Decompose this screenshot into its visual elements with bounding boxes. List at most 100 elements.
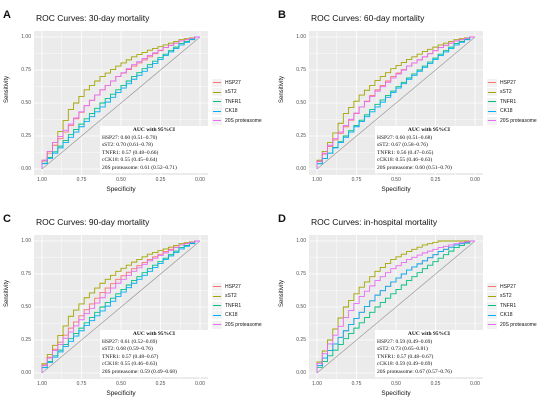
legend-item: 20S proteasome	[212, 320, 262, 330]
legend-label: CK18	[225, 312, 238, 319]
legend-label: HSP27	[225, 283, 241, 290]
legend-label: 20S proteasome	[225, 321, 262, 328]
legend-label: HSP27	[500, 283, 516, 290]
y-tick-label: 0.25	[21, 133, 31, 139]
legend-label: sST2	[225, 293, 237, 300]
legend-item: sST2	[487, 88, 537, 98]
roc-curve-20s-proteasome	[316, 240, 475, 373]
panel-letter: C	[3, 213, 11, 225]
auc-line: cCK18: 0.55 (0.46–0.63)	[377, 157, 433, 163]
panel-title: ROC Curves: 90-day mortality	[36, 217, 150, 227]
y-tick-label: 0.00	[296, 370, 306, 376]
x-tick-label: 0.00	[470, 177, 480, 183]
legend-key	[487, 107, 497, 116]
x-axis-label: Specificity	[381, 390, 411, 397]
x-tick-label: 0.75	[351, 381, 362, 387]
reference-diagonal	[316, 36, 476, 170]
x-tick-label: 0.75	[76, 381, 87, 387]
auc-line: TNFR1: 0.57 (0.48–0.67)	[377, 353, 434, 360]
roc-curve-ck18	[41, 36, 200, 169]
panel-title: ROC Curves: 30-day mortality	[36, 13, 150, 23]
roc-curve-tnfr1	[316, 240, 475, 373]
legend-key	[487, 97, 497, 106]
x-tick-label: 1.00	[37, 177, 47, 183]
y-axis-label: Sensitivity	[4, 75, 10, 103]
legend-key	[212, 320, 222, 329]
legend-key	[212, 107, 222, 116]
auc-line: sST2: 0.67 (0.58–0.76)	[377, 142, 428, 148]
auc-line: 20S proteasome: 0.67 (0.57–0.76)	[377, 368, 452, 375]
x-tick-label: 0.50	[391, 177, 401, 183]
legend-label: sST2	[500, 89, 512, 96]
reference-diagonal	[41, 36, 201, 170]
auc-line: cCK18: 0.55 (0.45–0.64)	[102, 157, 158, 163]
roc-curve-ck18	[316, 36, 475, 169]
auc-header: AUC with 95%CI	[407, 127, 451, 133]
legend-item: 20S proteasome	[487, 320, 537, 330]
y-tick-label: 1.00	[296, 34, 306, 40]
auc-line: sST2: 0.73 (0.65–0.81)	[377, 346, 428, 352]
legend-item: CK18	[487, 311, 537, 321]
legend-key	[212, 292, 222, 301]
x-tick-label: 1.00	[312, 177, 322, 183]
auc-line: sST2: 0.68 (0.59–0.76)	[102, 346, 153, 352]
legend-key	[487, 88, 497, 97]
legend-label: sST2	[225, 89, 237, 96]
legend-key	[212, 88, 222, 97]
auc-line: sST2: 0.70 (0.61–0.78)	[102, 142, 153, 148]
auc-line: TNFR1: 0.56 (0.47–0.65)	[377, 149, 434, 156]
y-tick-label: 1.00	[296, 238, 306, 244]
legend-item: 20S proteasome	[487, 116, 537, 126]
auc-header: AUC with 95%CI	[132, 127, 176, 133]
panel-letter: A	[3, 9, 11, 21]
legend-key	[487, 116, 497, 125]
x-axis-label: Specificity	[381, 186, 411, 193]
legend-label: HSP27	[500, 79, 516, 86]
auc-line: TNFR1: 0.57 (0.48–0.66)	[102, 149, 159, 156]
legend-label: TNFR1	[500, 302, 517, 309]
legend-item: HSP27	[212, 78, 262, 88]
roc-panel: C ROC Curves: 90-day mortality Sensitivity…	[0, 204, 275, 408]
y-tick-label: 0.50	[296, 100, 306, 106]
auc-line: 20S proteasome: 0.59 (0.49–0.68)	[102, 368, 177, 375]
roc-curve-20s-proteasome	[41, 36, 200, 169]
auc-annotation: AUC with 95%CI HSP27: 0.60 (0.51–0.70) sST…	[100, 126, 208, 173]
legend: HSP27 sST2 TNFR1 CK18 20S proteasome	[212, 78, 262, 126]
auc-line: cCK18: 0.55 (0.46–0.63)	[102, 361, 158, 367]
x-tick-label: 1.00	[312, 381, 322, 387]
x-tick-label: 0.00	[195, 177, 205, 183]
x-tick-label: 0.75	[351, 177, 362, 183]
auc-line: TNFR1: 0.57 (0.48–0.67)	[102, 353, 159, 360]
auc-annotation: AUC with 95%CI HSP27: 0.60 (0.51–0.68) sST…	[375, 126, 483, 173]
auc-line: HSP27: 0.61 (0.52–0.69)	[102, 338, 158, 345]
y-axis-label: Sensitivity	[279, 279, 285, 307]
legend-item: CK18	[212, 107, 262, 117]
legend-label: 20S proteasome	[225, 117, 262, 124]
legend-key	[487, 292, 497, 301]
legend-label: TNFR1	[225, 98, 242, 105]
legend-key	[487, 301, 497, 310]
roc-curve-20s-proteasome	[316, 36, 475, 169]
plot-area	[309, 235, 483, 379]
legend-item: sST2	[487, 292, 537, 302]
legend-label: TNFR1	[500, 98, 517, 105]
legend-label: CK18	[500, 312, 513, 319]
auc-header: AUC with 95%CI	[407, 331, 451, 337]
legend-item: TNFR1	[487, 301, 537, 311]
auc-line: HSP27: 0.60 (0.51–0.68)	[377, 134, 433, 141]
legend-item: 20S proteasome	[212, 116, 262, 126]
auc-line: HSP27: 0.59 (0.49–0.69)	[377, 338, 433, 345]
legend: HSP27 sST2 TNFR1 CK18 20S proteasome	[487, 282, 537, 330]
legend-item: TNFR1	[487, 97, 537, 107]
y-tick-label: 0.00	[21, 370, 31, 376]
x-tick-label: 0.50	[116, 177, 126, 183]
auc-line: HSP27: 0.60 (0.51–0.70)	[102, 134, 158, 141]
legend-label: 20S proteasome	[500, 117, 537, 124]
y-tick-label: 0.25	[296, 337, 306, 343]
y-axis-label: Sensitivity	[4, 279, 10, 307]
x-tick-label: 0.00	[470, 381, 480, 387]
reference-diagonal	[41, 240, 201, 374]
legend-key	[212, 97, 222, 106]
roc-panel: D ROC Curves: in-hospital mortality Sensit…	[275, 204, 550, 408]
legend-label: CK18	[225, 108, 238, 115]
